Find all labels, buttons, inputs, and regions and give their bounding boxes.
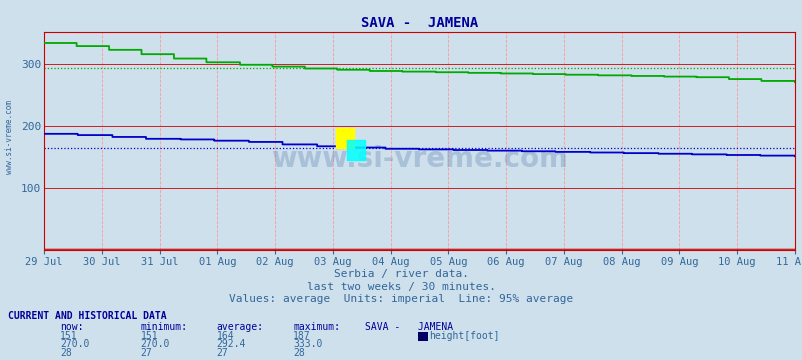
Text: Values: average  Units: imperial  Line: 95% average: Values: average Units: imperial Line: 95… <box>229 294 573 305</box>
Text: SAVA -   JAMENA: SAVA - JAMENA <box>365 323 453 333</box>
Text: average:: average: <box>217 323 264 333</box>
Text: 27: 27 <box>140 348 152 358</box>
Text: 333.0: 333.0 <box>293 339 322 350</box>
Text: 151: 151 <box>60 331 78 341</box>
Text: 27: 27 <box>217 348 229 358</box>
Text: www.si-vreme.com: www.si-vreme.com <box>5 100 14 174</box>
Text: 292.4: 292.4 <box>217 339 246 350</box>
Text: now:: now: <box>60 323 83 333</box>
Text: last two weeks / 30 minutes.: last two weeks / 30 minutes. <box>306 282 496 292</box>
Text: 270.0: 270.0 <box>140 339 170 350</box>
Text: CURRENT AND HISTORICAL DATA: CURRENT AND HISTORICAL DATA <box>8 311 167 321</box>
Text: minimum:: minimum: <box>140 323 188 333</box>
Text: 28: 28 <box>293 348 305 358</box>
Title: SAVA -  JAMENA: SAVA - JAMENA <box>360 16 478 30</box>
Text: 270.0: 270.0 <box>60 339 90 350</box>
Text: Serbia / river data.: Serbia / river data. <box>334 269 468 279</box>
Text: 28: 28 <box>60 348 72 358</box>
Text: www.si-vreme.com: www.si-vreme.com <box>271 145 567 173</box>
Text: 164: 164 <box>217 331 234 341</box>
Text: height[foot]: height[foot] <box>429 331 500 341</box>
Text: 187: 187 <box>293 331 310 341</box>
Text: 151: 151 <box>140 331 158 341</box>
Text: maximum:: maximum: <box>293 323 340 333</box>
